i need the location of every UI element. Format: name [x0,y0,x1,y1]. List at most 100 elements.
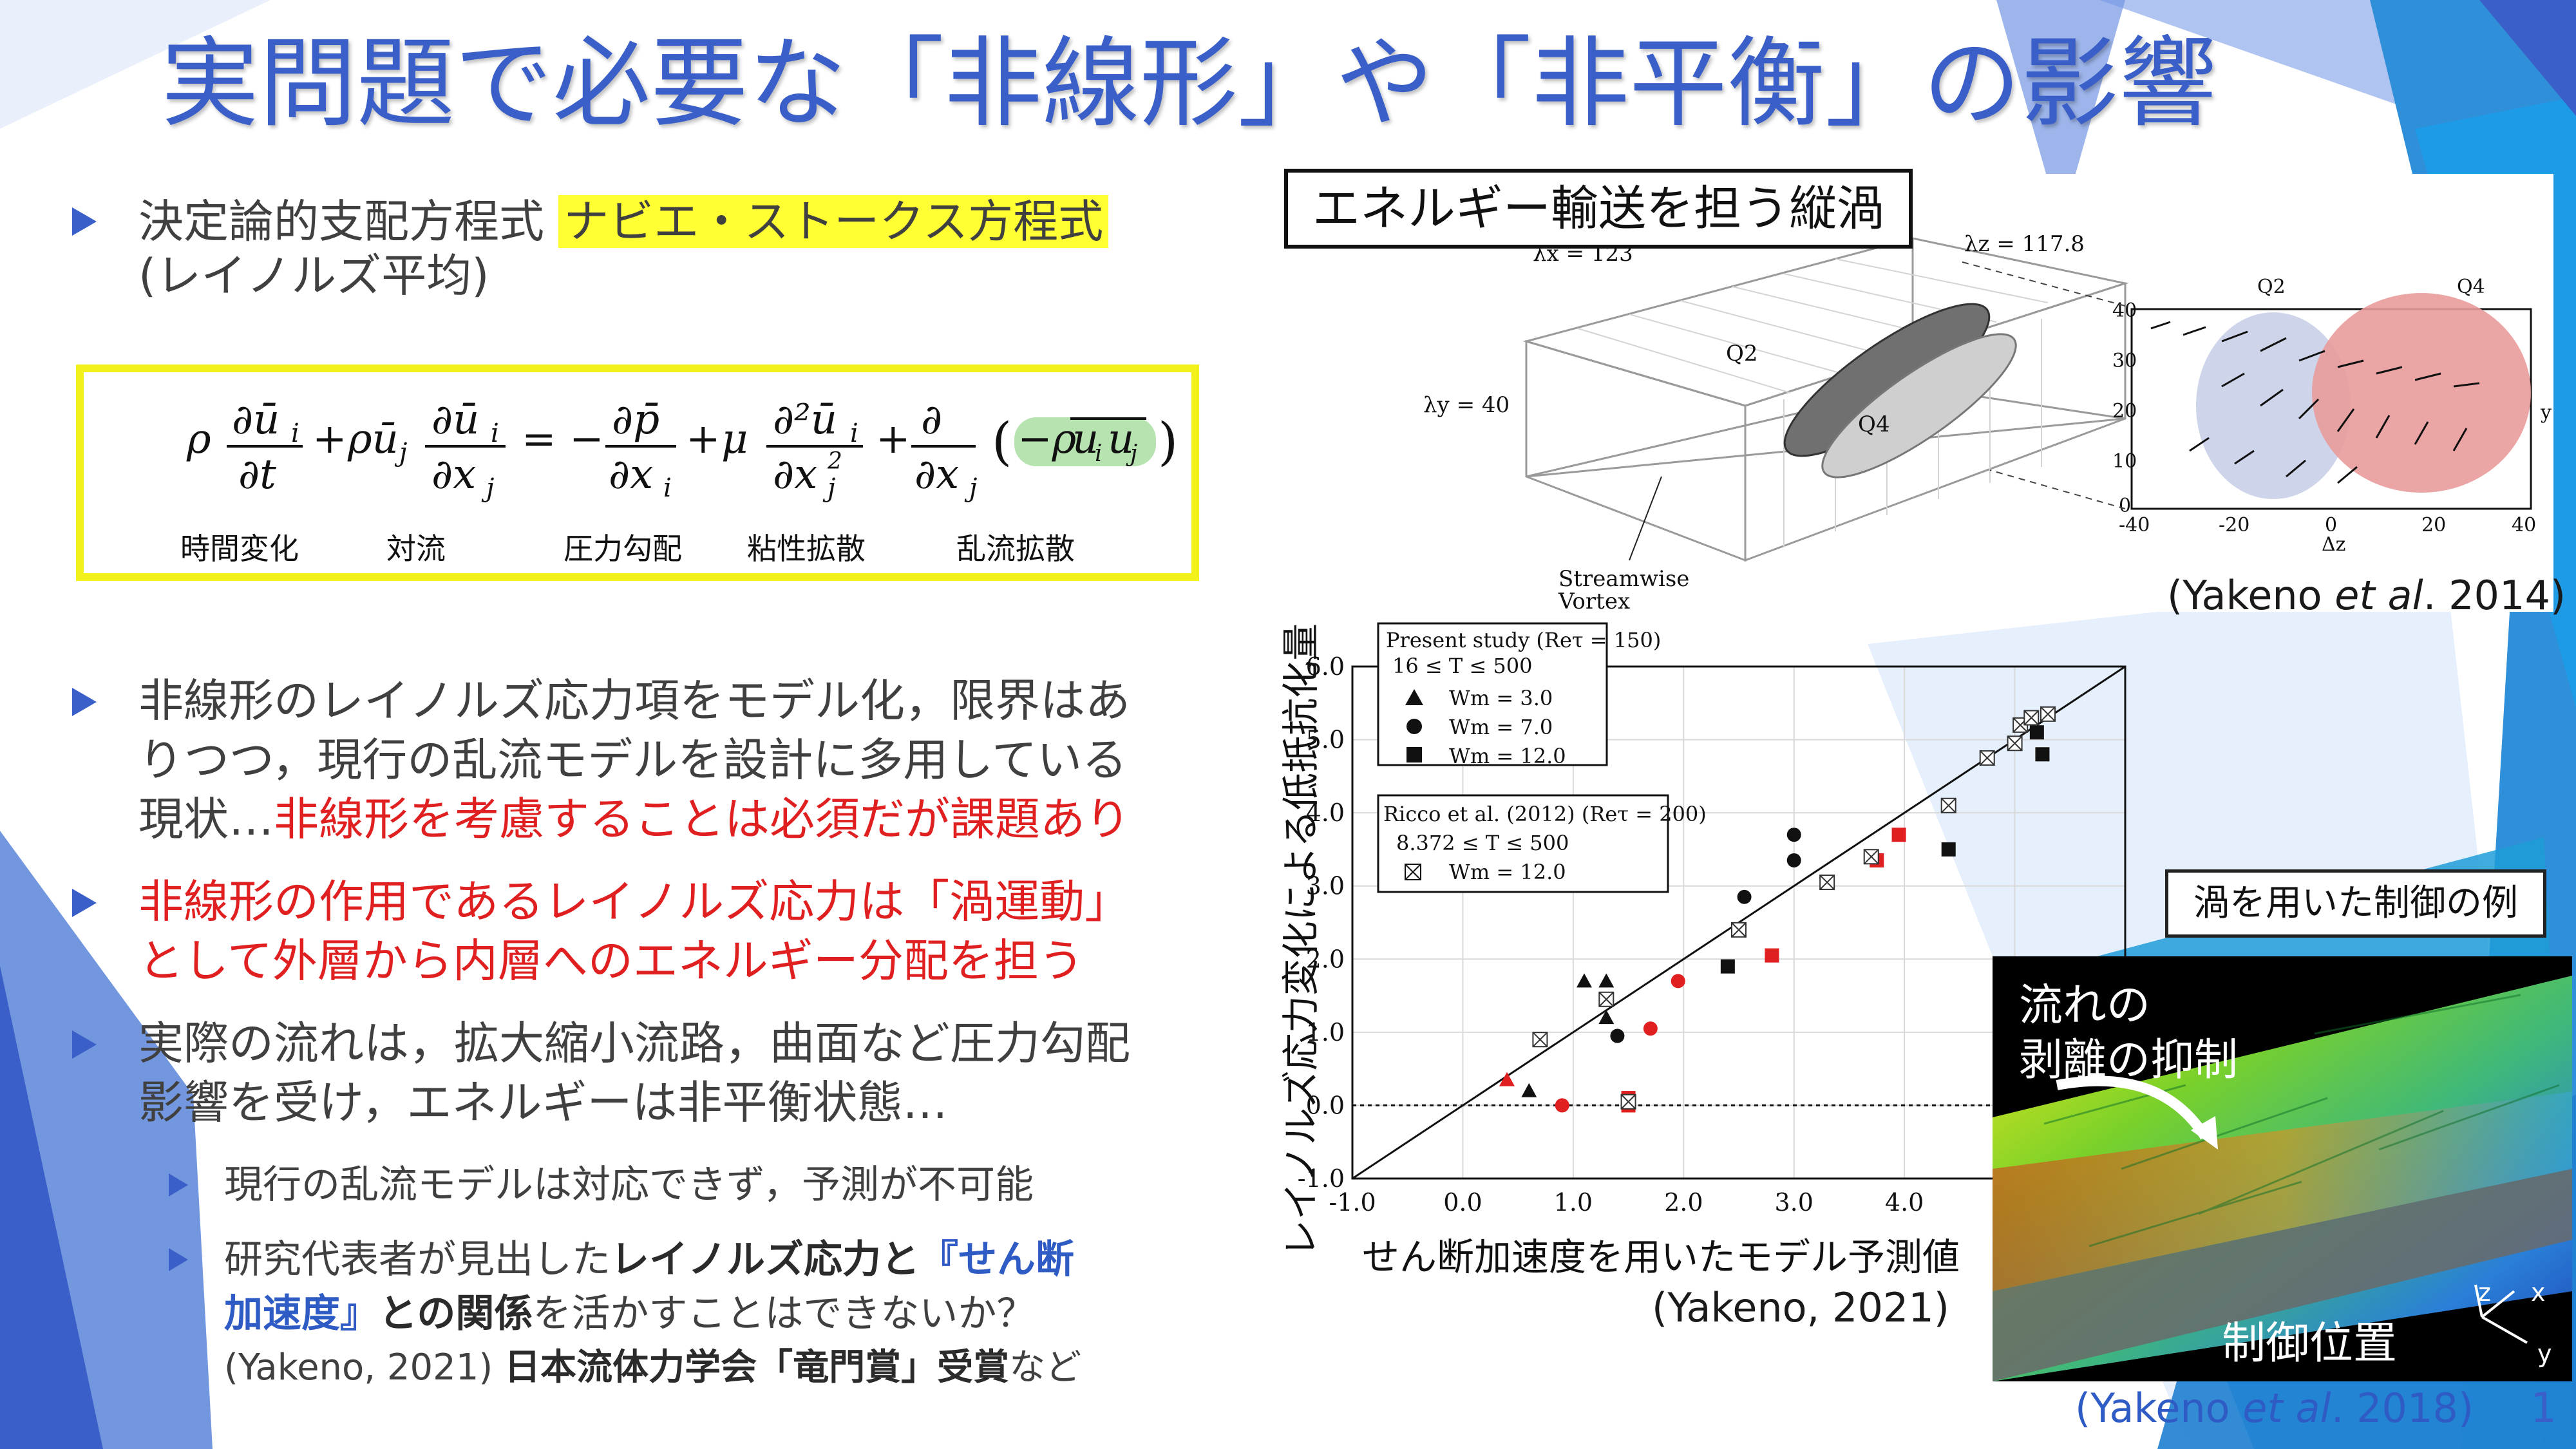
contour-xtick: -20 [2219,514,2249,536]
svg-text:∂²ū: ∂²ū [773,396,837,444]
data-point-xsquare [1731,922,1747,938]
sub-bullet-marker [169,1173,188,1197]
vortex-label: Vortex [1558,589,1630,612]
svg-text:∂x: ∂x [431,451,476,498]
svg-text:ρ: ρ [186,415,211,463]
svg-text:∂x: ∂x [773,451,817,498]
control-text-position: 制御位置 [2222,1318,2398,1369]
svg-text:j: j [481,473,494,503]
sub-bullet-marker [169,1248,188,1271]
svg-text:+: + [686,415,721,463]
page-number: 1 [2530,1385,2557,1432]
legend-triangle-marker [1405,689,1423,705]
svg-text:∂: ∂ [921,396,942,444]
bullet-marker [72,688,97,716]
data-point-square [1765,948,1779,963]
data-point-square [1941,842,1956,857]
eq-label-pressure: 圧力勾配 [564,531,682,566]
eq-label-convection: 対流 [386,531,446,566]
bullet-2-line-2: りつつ，現行の乱流モデルを設計に多用している [138,734,1128,786]
data-point-circle [1786,853,1801,867]
svg-text:j: j [964,473,977,503]
data-point-square [1720,959,1735,974]
control-figure-label: 渦を用いた制御の例 [2165,869,2546,938]
contour-q4-label: Q4 [2457,276,2485,298]
data-point-square [1891,828,1906,842]
scatter-chart: -1.0 0.0 1.0 2.0 3.0 4.0 -1.0 0.0 1.0 2.0 3.0 4.0 5.… [1298,622,2126,1217]
svg-text:u: u [1072,415,1099,463]
svg-text:u: u [1108,415,1134,463]
data-point-xsquare [1532,1032,1548,1048]
highlight-navier-stokes: ナビエ・ストークス方程式 [558,195,1109,248]
sub-bullet-2-line-1: 研究代表者が見出したレイノルズ応力と『せん断 [224,1237,1074,1282]
eq-label-time: 時間変化 [180,531,299,566]
chart-ylabel: レイノルズ応力変化による低抵抗化量 [1279,623,1323,1258]
svg-text:= −: = − [522,415,604,463]
x-tick-label: 2.0 [1664,1188,1703,1217]
svg-text:i: i [663,473,672,503]
legend1-title: Present study (Reτ = 150) [1386,628,1661,652]
legend1-item-1: Wm = 3.0 [1449,686,1553,710]
data-point-xsquare [2023,710,2040,726]
control-simulation-image [1993,956,2572,1381]
q2-label: Q2 [1726,341,1758,366]
svg-text:2: 2 [827,448,842,475]
svg-text:+: + [312,415,347,463]
chart-caption: (Yakeno, 2021) [1652,1284,1949,1331]
eq-label-turbulent: 乱流拡散 [956,531,1075,566]
data-point-circle [1643,1021,1658,1036]
legend2-title: Ricco et al. (2012) (Reτ = 200) [1383,802,1707,826]
y-tick-label: -1.0 [1298,1164,1345,1193]
svg-text:−ρ: −ρ [1018,415,1077,463]
legend1-item-2: Wm = 7.0 [1449,715,1553,739]
svg-text:(: ( [992,412,1012,471]
data-point-circle [1555,1098,1569,1113]
contour-ytick: 40 [2112,299,2137,322]
y-tick-label: 2.0 [1306,945,1345,973]
data-point-xsquare [2007,735,2023,752]
data-point-triangle [1598,1010,1615,1025]
svg-text:i: i [491,419,499,448]
data-point-circle [1786,828,1801,842]
contour-ytick: 10 [2112,450,2137,473]
contour-ylabel: y [2540,401,2552,424]
bullet-4-line-1: 実際の流れは，拡大縮小流路，曲面など圧力勾配 [138,1017,1130,1070]
svg-text:): ) [1158,412,1178,471]
q4-label: Q4 [1858,412,1890,437]
bullet-marker [72,1030,97,1059]
data-point-triangle [1521,1083,1537,1097]
y-tick-label: 0.0 [1306,1091,1345,1119]
svg-text:j: j [822,473,835,503]
legend-circle-marker [1406,719,1422,734]
bullet-3-line-2: として外層から内層へのエネルギー分配を担う [138,934,1084,987]
data-point-circle [1737,889,1752,904]
x-tick-label: -1.0 [1329,1188,1376,1217]
data-point-triangle [1499,1072,1515,1086]
chart-xlabel: せん断加速度を用いたモデル予測値 [1362,1235,1960,1279]
x-tick-label: 3.0 [1774,1188,1813,1217]
lambda-z-label: λz = 117.8 [1964,231,2085,257]
svg-text:ρū: ρū [347,415,399,463]
sub-bullet-2-line-2: 加速度』との関係を活かすことはできないか？ [224,1291,1036,1336]
slide-title: 実問題で必要な「非線形」や「非平衡」の影響 [161,26,2217,140]
bullet-marker [72,889,97,917]
data-point-xsquare [1598,991,1615,1007]
x-tick-label: 0.0 [1443,1188,1482,1217]
contour-xtick: -40 [2119,514,2150,536]
control-text-flow: 流れの [2019,980,2151,1031]
legend1-range: 16 ≤ T ≤ 500 [1392,654,1532,678]
rans-equation: ρ ∂ū i ∂t + ρū j ∂ū i ∂x j = − ∂p̄ ∂x i + μ ∂… [186,396,1178,503]
data-point-circle [1610,1028,1625,1043]
legend1-item-3: Wm = 12.0 [1449,744,1566,768]
contour-xtick: 20 [2421,514,2446,536]
legend2-item: Wm = 12.0 [1449,860,1566,884]
sub-bullet-1: 現行の乱流モデルは対応できず，予測が不可能 [224,1162,1034,1208]
y-tick-label: 6.0 [1306,652,1345,681]
legend2-range: 8.372 ≤ T ≤ 500 [1396,831,1569,855]
control-axis-y: y [2537,1340,2552,1368]
control-axis-z: z [2478,1278,2491,1307]
bullet-1-line-1: 決定論的支配方程式 ナビエ・ストークス方程式 [138,192,1109,251]
svg-text:i: i [1095,440,1103,467]
x-tick-label: 1.0 [1554,1188,1593,1217]
y-tick-label: 3.0 [1306,872,1345,900]
